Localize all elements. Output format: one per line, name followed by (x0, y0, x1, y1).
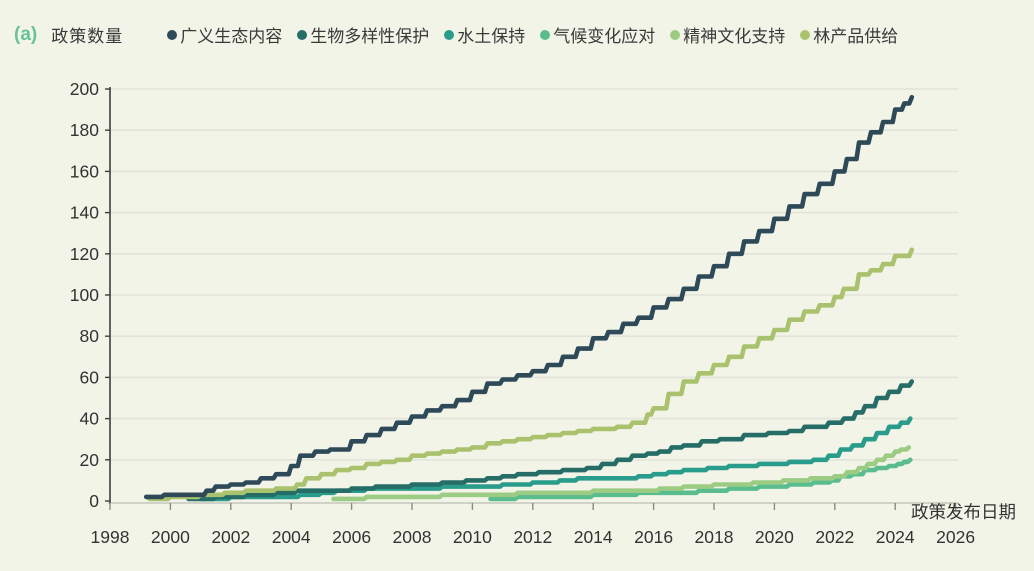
legend: 广义生态内容 生物多样性保护 水土保持 气候变化应对 精神文化支持 林产品供给 (167, 22, 898, 47)
x-tick-label: 2022 (815, 527, 854, 547)
y-tick-label: 180 (70, 120, 99, 140)
x-tick-label: 2018 (695, 527, 734, 547)
legend-label: 气候变化应对 (553, 27, 656, 46)
y-tick-label: 60 (80, 367, 100, 387)
y-axis-title: 政策数量 (51, 27, 124, 46)
y-tick-label: 80 (80, 326, 100, 346)
legend-label: 广义生态内容 (180, 27, 283, 46)
series-line-林产品供给 (147, 247, 915, 502)
series-line-生物多样性保护 (186, 379, 915, 502)
x-tick-label: 2008 (393, 527, 432, 547)
x-tick-label: 2010 (453, 527, 492, 547)
series-line-气候变化应对 (488, 457, 913, 502)
y-tick-label: 120 (70, 244, 99, 264)
legend-label: 生物多样性保护 (310, 27, 430, 46)
legend-label: 精神文化支持 (683, 27, 786, 46)
y-tick-label: 100 (70, 285, 99, 305)
x-tick-label: 2026 (936, 527, 975, 547)
series-line-精神文化支持 (331, 445, 912, 502)
y-tick-label: 200 (70, 79, 99, 99)
legend-dot-icon (444, 29, 455, 40)
legend-item-3: 水土保持 (444, 22, 525, 47)
legend-dot-icon (800, 29, 811, 40)
x-tick-label: 2002 (211, 527, 250, 547)
legend-dot-icon (167, 29, 178, 40)
legend-dot-icon (540, 29, 551, 40)
y-tick-label: 40 (80, 409, 100, 429)
y-tick-label: 140 (70, 203, 99, 223)
x-tick-label: 2004 (272, 527, 311, 547)
legend-label: 林产品供给 (813, 27, 899, 46)
legend-item-2: 生物多样性保护 (297, 22, 429, 47)
legend-row: (a) 政策数量 广义生态内容 生物多样性保护 水土保持 气候变化应对 精神文化支持 林产… (14, 22, 1024, 47)
legend-item-4: 气候变化应对 (540, 22, 655, 47)
x-tick-label: 2012 (513, 527, 552, 547)
x-tick-label: 2020 (755, 527, 794, 547)
x-axis-title: 政策发布日期 (911, 502, 1016, 522)
x-tick-label: 2024 (876, 527, 915, 547)
x-tick-label: 2014 (574, 527, 613, 547)
y-tick-label: 20 (80, 450, 100, 470)
x-tick-label: 2000 (151, 527, 190, 547)
x-tick-label: 2006 (332, 527, 371, 547)
series-line-广义生态内容 (143, 94, 915, 500)
panel-label: (a) (14, 23, 38, 45)
y-tick-label: 0 (89, 491, 99, 511)
legend-item-5: 精神文化支持 (670, 22, 785, 47)
x-tick-label: 1998 (91, 527, 130, 547)
legend-label: 水土保持 (457, 27, 526, 46)
x-tick-label: 2016 (634, 527, 673, 547)
y-tick-label: 160 (70, 161, 99, 181)
legend-dot-icon (670, 29, 681, 40)
legend-dot-icon (297, 29, 308, 40)
legend-item-6: 林产品供给 (800, 22, 898, 47)
legend-item-1: 广义生态内容 (167, 22, 282, 47)
